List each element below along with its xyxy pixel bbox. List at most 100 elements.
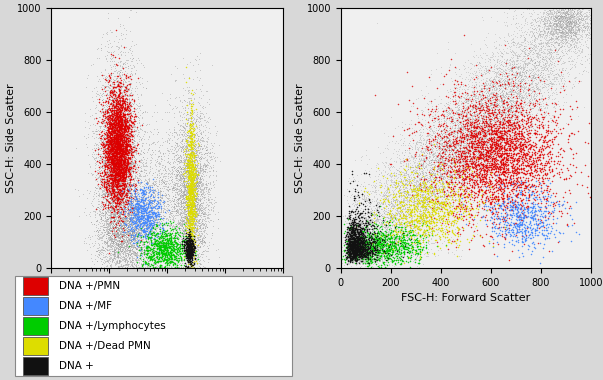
Point [493,142,502,148]
Point [536,43,546,49]
Point [185,249,195,255]
Point [546,19,555,25]
Point [108,220,118,226]
Point [572,29,581,35]
Point [114,140,124,146]
Point [206,185,216,192]
Point [513,83,522,89]
Point [415,254,425,260]
Point [479,117,488,124]
Point [191,174,201,180]
Point [347,206,357,212]
Point [529,50,539,56]
Point [429,215,439,221]
Point [119,158,129,165]
Point [123,179,133,185]
Point [414,200,424,206]
Point [346,253,356,260]
Point [384,265,393,271]
Point [348,231,358,238]
Point [346,229,356,235]
Point [112,132,122,138]
Point [111,185,121,191]
Point [401,215,411,222]
Point [115,265,124,271]
Point [127,159,136,165]
Point [106,153,115,159]
Point [435,238,445,244]
Point [396,222,405,228]
Point [116,124,126,130]
Point [178,191,188,197]
Point [390,226,400,232]
Point [116,159,125,165]
Point [189,174,198,180]
Point [428,176,438,182]
Point [181,219,191,225]
Point [504,146,513,152]
Point [468,133,478,139]
Point [107,248,117,254]
Point [116,150,125,157]
Point [448,142,458,148]
Point [530,162,540,168]
Point [115,144,124,150]
Point [91,142,101,148]
Point [401,185,411,191]
Point [499,104,508,110]
Point [523,52,532,58]
Point [178,217,188,223]
Point [105,130,115,136]
Point [370,178,379,184]
Point [178,236,188,242]
Point [397,227,407,233]
Point [112,113,121,119]
Point [146,168,156,174]
Point [444,216,453,222]
Point [102,187,112,193]
Point [418,213,428,219]
Point [365,230,375,236]
Point [111,154,121,160]
Point [115,62,125,68]
Point [104,105,113,111]
Point [367,260,377,266]
Point [441,155,450,161]
Point [127,262,136,268]
Point [122,185,131,192]
Point [406,179,416,185]
Point [118,233,128,239]
Point [112,136,122,142]
Point [198,167,208,173]
Point [490,223,500,230]
Point [541,42,551,48]
Point [353,257,363,263]
Point [416,212,426,218]
Point [127,265,136,271]
Point [186,149,196,155]
Point [523,177,533,183]
Point [519,22,529,28]
Point [353,265,363,271]
Point [157,176,167,182]
Point [409,195,419,201]
Point [104,138,114,144]
Point [119,228,129,234]
Point [103,265,112,271]
Point [447,140,457,146]
Point [128,218,137,225]
Point [114,202,124,208]
Point [360,225,370,231]
Point [532,224,542,230]
Point [173,225,183,231]
Point [487,106,496,112]
Point [107,97,116,103]
Point [113,231,122,238]
Point [532,150,541,157]
Point [365,259,374,265]
Point [381,257,391,263]
Point [415,248,425,254]
Point [365,246,374,252]
Point [504,179,513,185]
Point [192,158,202,165]
